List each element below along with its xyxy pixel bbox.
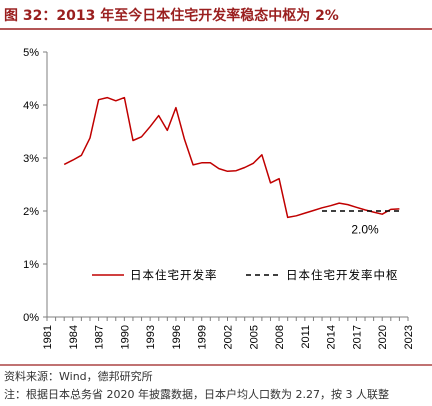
series-layer — [63, 96, 400, 219]
x-tick-label: 1990 — [119, 325, 131, 349]
y-tick-label: 3% — [23, 153, 39, 165]
series-line — [63, 96, 400, 219]
x-tick-label: 2008 — [274, 325, 286, 349]
x-tick-label: 1996 — [171, 325, 183, 349]
x-tick-label: 2020 — [377, 325, 389, 349]
x-tick-label: 2014 — [326, 325, 338, 349]
x-tick-label: 1981 — [42, 325, 54, 349]
note-text: 注：根据日本总务省 2020 年披露数据，日本户均人口数为 2.27，按 3 人… — [4, 387, 389, 401]
annotation-label: 2.0% — [351, 223, 379, 237]
x-tick-label: 2023 — [403, 325, 415, 349]
x-tick-label: 2002 — [223, 325, 235, 349]
x-tick-label: 1987 — [94, 325, 106, 349]
x-tick-label: 1999 — [197, 325, 209, 349]
legend-label-center: 日本住宅开发率中枢 — [286, 268, 399, 282]
y-tick-label: 1% — [23, 259, 39, 271]
x-tick-label: 2011 — [300, 325, 312, 349]
y-tick-label: 0% — [23, 312, 39, 324]
y-tick-label: 4% — [23, 100, 39, 112]
x-tick-label: 1993 — [145, 325, 157, 349]
y-tick-label: 2% — [23, 206, 39, 218]
x-tick-label: 1984 — [68, 325, 80, 349]
chart-title: 图 32：2013 年至今日本住宅开发率稳态中枢为 2% — [4, 7, 339, 24]
annotations: 2.0% — [351, 223, 379, 237]
axes: 0% 1% 2% 3% 4% 5% 1981 1984 1987 1990 1993 1996 1999… — [23, 47, 415, 349]
source-text: 资料来源：Wind，德邦研究所 — [4, 369, 153, 383]
x-tick-label: 2017 — [351, 325, 363, 349]
legend: 日本住宅开发率 日本住宅开发率中枢 — [92, 268, 399, 282]
x-tick-label: 2005 — [248, 325, 260, 349]
legend-label-series: 日本住宅开发率 — [130, 268, 218, 282]
y-tick-label: 5% — [23, 47, 39, 59]
